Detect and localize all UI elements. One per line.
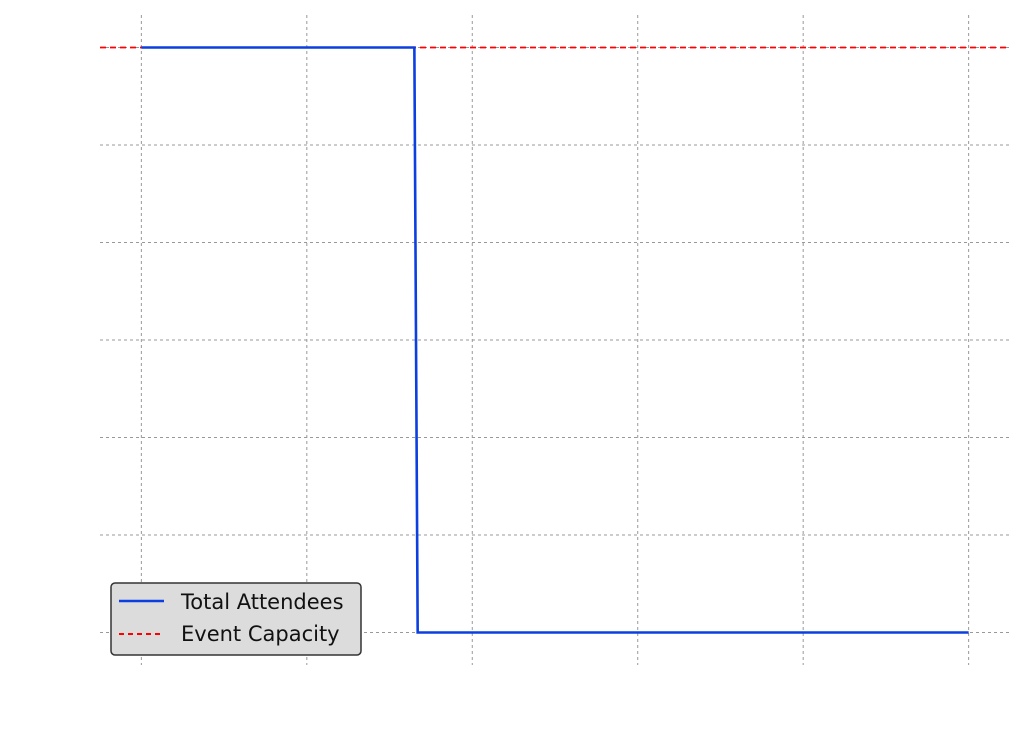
legend-box bbox=[110, 582, 362, 656]
series bbox=[100, 46, 1010, 634]
grid bbox=[100, 15, 1010, 665]
legend: Total Attendees Event Capacity bbox=[110, 582, 362, 656]
legend-label-total-attendees: Total Attendees bbox=[180, 590, 344, 614]
series-total-attendees-line bbox=[141, 46, 969, 634]
legend-label-event-capacity: Event Capacity bbox=[181, 622, 340, 646]
